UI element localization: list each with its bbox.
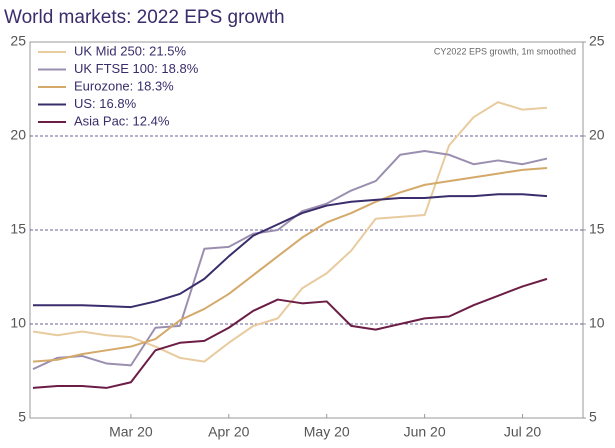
y2-tick-label: 10	[589, 315, 605, 331]
y2-tick-label: 15	[589, 221, 605, 237]
legend-label: UK Mid 250: 21.5%	[74, 43, 186, 58]
series-line	[32, 166, 548, 363]
chart-title: World markets: 2022 EPS growth	[4, 7, 285, 28]
x-tick-label: Jul 20	[504, 424, 542, 440]
x-tick-label: Apr 20	[208, 424, 249, 440]
x-tick-label: Mar 20	[109, 424, 153, 440]
y2-tick-label: 20	[589, 127, 605, 143]
annotation: CY2022 EPS growth, 1m smoothed	[434, 46, 576, 56]
legend-label: Eurozone: 18.3%	[74, 78, 174, 93]
legend-label: UK FTSE 100: 18.8%	[74, 61, 199, 76]
series-line	[32, 150, 548, 371]
y2-tick-label: 5	[589, 409, 597, 425]
x-tick-label: May 20	[304, 424, 350, 440]
legend-label: Asia Pac: 12.4%	[74, 113, 170, 128]
y-tick-label: 15	[10, 221, 26, 237]
y2-tick-label: 25	[589, 33, 605, 49]
legend-label: US: 16.8%	[74, 96, 137, 111]
series-line	[33, 193, 548, 309]
y-tick-label: 5	[18, 409, 26, 425]
y-tick-label: 25	[10, 33, 26, 49]
x-tick-label: Jun 20	[404, 424, 446, 440]
y-tick-label: 20	[10, 127, 26, 143]
y-tick-label: 10	[10, 315, 26, 331]
series-line	[32, 101, 548, 363]
series-line	[32, 277, 548, 389]
